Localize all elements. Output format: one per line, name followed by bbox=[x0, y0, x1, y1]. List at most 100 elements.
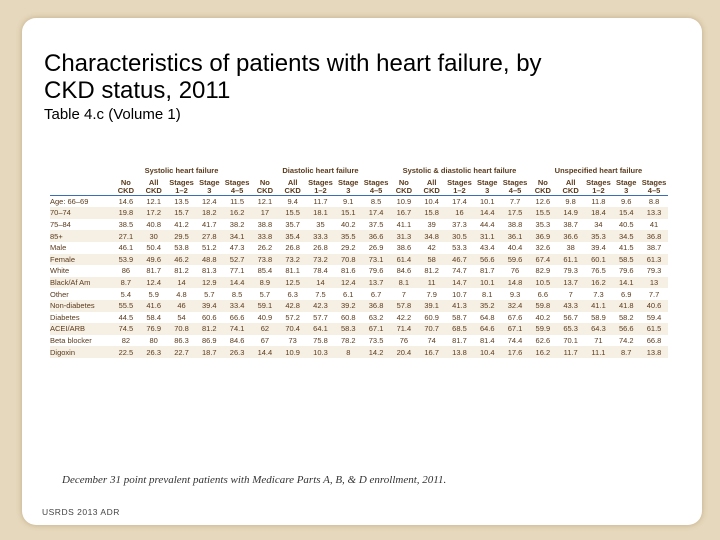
cell: 53.8 bbox=[174, 243, 189, 253]
cell: 56.7 bbox=[563, 312, 578, 322]
cell: 42.3 bbox=[306, 299, 335, 312]
table-row: Age: 66–69 14.6 12.1 13.5 12.4 11.5 12.1 9.4 11.… bbox=[50, 195, 668, 207]
cell: 13.7 bbox=[556, 276, 585, 289]
row-label: Other bbox=[50, 289, 69, 299]
cell: 26.2 bbox=[257, 243, 273, 253]
cell: 61.1 bbox=[556, 253, 585, 266]
cell: 49.6 bbox=[139, 253, 168, 266]
cell: 4.8 bbox=[176, 289, 187, 299]
cell: 48.8 bbox=[195, 253, 224, 266]
cell: 81.7 bbox=[452, 336, 467, 346]
cell: 10.1 bbox=[479, 196, 495, 206]
cell: 11.7 bbox=[556, 346, 585, 358]
cell: 81.2 bbox=[424, 266, 439, 276]
cell: 67.1 bbox=[362, 323, 390, 335]
row-label: Black/Af Am bbox=[50, 276, 112, 289]
group-header: Systolic & diastolic heart failure bbox=[402, 166, 517, 176]
cell: 16.2 bbox=[584, 276, 613, 289]
cell: 80 bbox=[149, 336, 158, 346]
cell: 58 bbox=[417, 253, 446, 266]
cell: 9.1 bbox=[343, 196, 354, 206]
column-header: No CKD bbox=[112, 176, 140, 196]
cell: 77.1 bbox=[229, 266, 245, 276]
cell: 14 bbox=[167, 276, 196, 289]
cell: 26.9 bbox=[368, 243, 384, 253]
row-label: White bbox=[50, 266, 70, 276]
cell: 33.4 bbox=[223, 299, 251, 312]
cell: 74.1 bbox=[223, 323, 251, 335]
cell: 15.1 bbox=[334, 207, 363, 219]
cell: 57.8 bbox=[389, 299, 418, 312]
cell: 13.8 bbox=[445, 346, 474, 358]
cell: 64.3 bbox=[584, 323, 613, 335]
cell: 66.6 bbox=[229, 312, 245, 322]
cell: 17.4 bbox=[452, 196, 467, 206]
cell: 67.6 bbox=[507, 312, 523, 322]
cell: 35 bbox=[316, 220, 325, 230]
row-label: Beta blocker bbox=[50, 336, 92, 346]
cell: 17.6 bbox=[501, 346, 529, 358]
cell: 79.6 bbox=[368, 266, 384, 276]
cell: 36.1 bbox=[501, 230, 529, 242]
group-header: Diastolic heart failure bbox=[282, 166, 359, 176]
column-header: Stages 1–2 bbox=[167, 176, 196, 196]
cell: 8.7 bbox=[612, 346, 641, 358]
cell: 30.5 bbox=[445, 230, 474, 242]
cell: 41.1 bbox=[396, 220, 412, 230]
cell: 8.1 bbox=[482, 289, 493, 299]
cell: 29.5 bbox=[167, 230, 196, 242]
cell: 10.9 bbox=[396, 196, 412, 206]
cell: 8.9 bbox=[250, 276, 279, 289]
row-label: 75–84 bbox=[50, 220, 71, 230]
cell: 57.7 bbox=[313, 312, 328, 322]
cell: 16 bbox=[445, 207, 474, 219]
cell: 41.8 bbox=[612, 299, 641, 312]
cell: 81.2 bbox=[174, 266, 189, 276]
cell: 60.1 bbox=[584, 253, 613, 266]
cell: 78.2 bbox=[340, 336, 356, 346]
cell: 13.8 bbox=[640, 346, 668, 358]
cell: 67 bbox=[260, 336, 270, 346]
cell: 42.2 bbox=[396, 312, 412, 322]
cell: 47.3 bbox=[229, 243, 245, 253]
subtitle: Table 4.c (Volume 1) bbox=[44, 106, 181, 123]
column-header: Stage 3 bbox=[195, 176, 224, 196]
cell: 8.7 bbox=[112, 276, 140, 289]
cell: 38.5 bbox=[118, 220, 134, 230]
cell: 40.2 bbox=[340, 220, 356, 230]
cell: 30 bbox=[139, 230, 168, 242]
cell: 71.4 bbox=[389, 323, 418, 335]
cell: 76 bbox=[399, 336, 409, 346]
cell: 70.8 bbox=[167, 323, 196, 335]
cell: 76.9 bbox=[139, 323, 168, 335]
cell: 11.5 bbox=[230, 196, 245, 206]
cell: 42 bbox=[427, 243, 436, 253]
cell: 41.1 bbox=[584, 299, 613, 312]
cell: 14 bbox=[306, 276, 335, 289]
cell: 32.6 bbox=[535, 243, 551, 253]
cell: 34.1 bbox=[223, 230, 251, 242]
cell: 11.7 bbox=[313, 196, 328, 206]
cell: 82.9 bbox=[535, 266, 551, 276]
cell: 18.4 bbox=[584, 207, 613, 219]
cell: 38.8 bbox=[507, 220, 523, 230]
cell: 7.7 bbox=[509, 196, 521, 206]
cell: 84.6 bbox=[229, 336, 245, 346]
cell: 39.4 bbox=[195, 299, 224, 312]
cell: 59.4 bbox=[646, 312, 662, 322]
cell: 10.7 bbox=[452, 289, 467, 299]
cell: 6.1 bbox=[343, 289, 354, 299]
cell: 74 bbox=[427, 336, 436, 346]
cell: 82 bbox=[121, 336, 131, 346]
row-label: Male bbox=[50, 243, 67, 253]
cell: 46 bbox=[167, 299, 196, 312]
cell: 64.6 bbox=[473, 323, 502, 335]
row-label: 85+ bbox=[50, 230, 112, 242]
cell: 15.5 bbox=[278, 207, 307, 219]
cell: 74.5 bbox=[112, 323, 140, 335]
cell: 79.3 bbox=[646, 266, 662, 276]
cell: 14.4 bbox=[250, 346, 279, 358]
cell: 37.3 bbox=[452, 220, 467, 230]
table-row: 70–74 19.8 17.2 15.7 18.2 16.2 17 15.5 18.1 15.1 1… bbox=[50, 207, 668, 219]
cell: 38.2 bbox=[229, 220, 245, 230]
